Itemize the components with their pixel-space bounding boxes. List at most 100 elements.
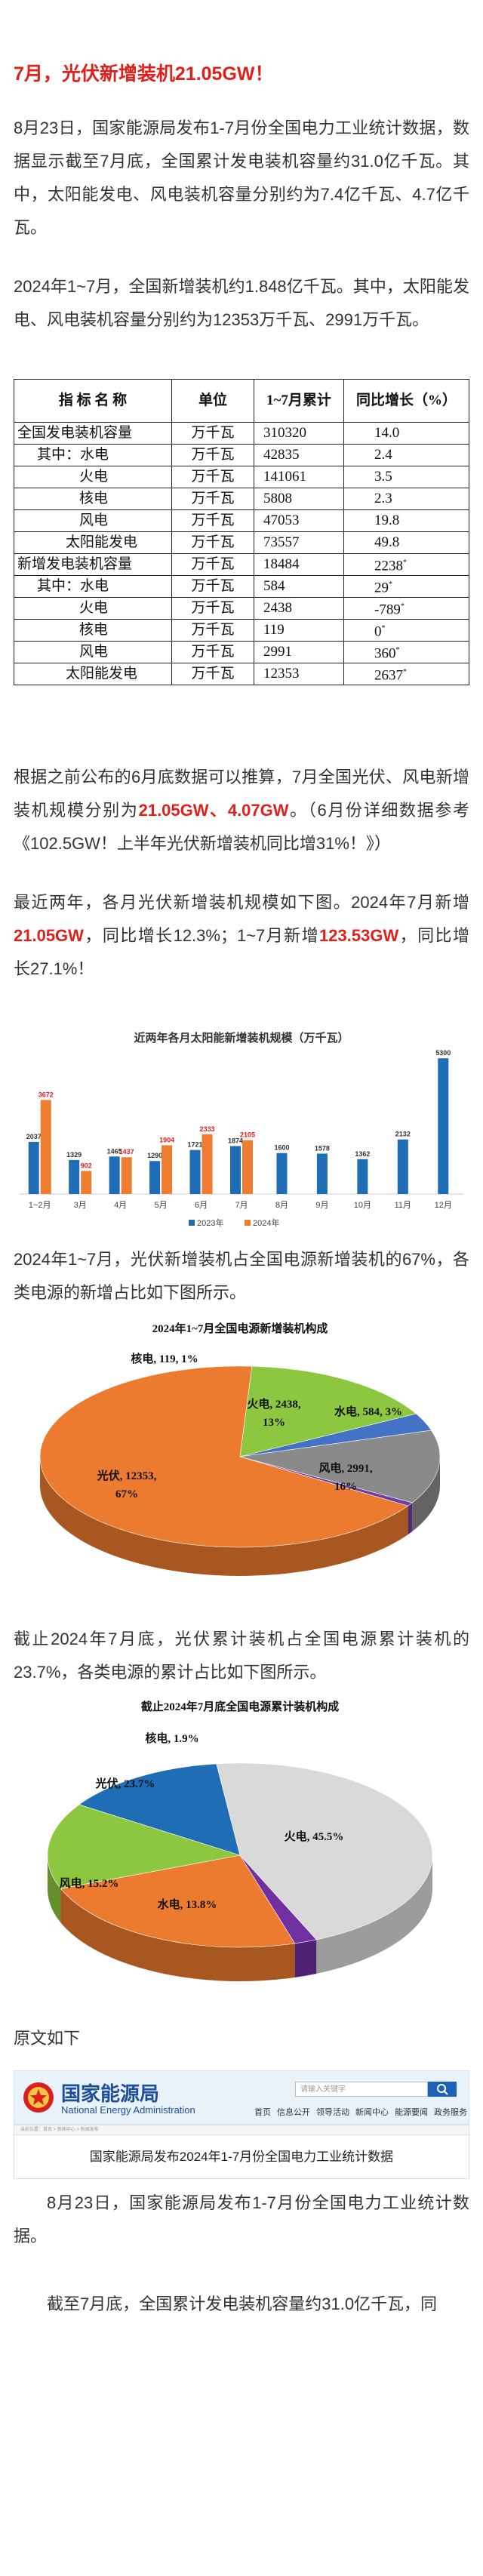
data-label: 1874 xyxy=(228,1137,243,1144)
pie-slice xyxy=(216,1762,433,1940)
paragraph-4: 最近两年，各月光伏新增装机规模如下图。2024年7月新增 21.05GW，同比增长… xyxy=(14,886,469,986)
slice-label: 水电, 13.8% xyxy=(158,1897,217,1911)
bar-2024 xyxy=(81,1171,92,1194)
footnote-mark: * xyxy=(389,580,392,589)
table-cell-growth: 2637* xyxy=(343,663,469,685)
table-row: 太阳能发电 万千瓦 12353 2637* xyxy=(14,663,469,685)
nav-item[interactable]: 政务服务 xyxy=(434,2108,467,2117)
table-row: 火电 万千瓦 141061 3.5 xyxy=(14,466,469,488)
table-cell-value: 12353 xyxy=(254,663,344,685)
nav-item[interactable]: 能源要闻 xyxy=(395,2108,428,2117)
table-cell-value: 141061 xyxy=(254,466,344,488)
footnote-mark: * xyxy=(400,602,405,611)
nav-item[interactable]: 新闻中心 xyxy=(355,2108,389,2117)
data-label: 1465 xyxy=(107,1147,122,1155)
bar-2024 xyxy=(162,1145,173,1194)
table-header-growth: 同比增长（%） xyxy=(343,379,469,423)
table-cell-name: 太阳能发电 xyxy=(14,531,172,554)
table-cell-name: 太阳能发电 xyxy=(14,663,172,685)
search-input[interactable]: 请输入关键字 xyxy=(295,2082,428,2097)
table-row: 核电 万千瓦 5808 2.3 xyxy=(14,488,469,510)
slice-label: 风电, 2991, 16% xyxy=(318,1461,373,1493)
table-cell-name: 核电 xyxy=(14,619,172,642)
pie-slice-side xyxy=(40,1457,408,1576)
category-label: 6月 xyxy=(195,1201,208,1210)
nea-nav: 首页 信息公开 领导活动 新闻中心 能源要闻 政务服务 xyxy=(254,2106,473,2118)
search-button[interactable] xyxy=(428,2082,457,2097)
table-cell-growth: 19.8 xyxy=(343,509,469,532)
data-label: 1578 xyxy=(315,1144,330,1152)
pie-slice xyxy=(239,1854,317,1944)
table-cell-growth: 360* xyxy=(343,641,469,663)
nea-name-cn: 国家能源局 xyxy=(61,2082,160,2105)
table-cell-value: 5808 xyxy=(254,488,344,510)
paragraph-4-mid: ，同比增长12.3%；1~7月新增 xyxy=(83,926,320,945)
table-cell-name: 火电 xyxy=(14,466,172,488)
table-cell-value: 47053 xyxy=(254,509,344,532)
table-cell-unit: 万千瓦 xyxy=(171,619,254,642)
table-cell-name: 火电 xyxy=(14,597,172,620)
table-header-name: 指 标 名 称 xyxy=(14,379,172,423)
table-cell-growth: 29* xyxy=(343,575,469,598)
table-cell-unit: 万千瓦 xyxy=(171,531,254,554)
table-row: 核电 万千瓦 119 0* xyxy=(14,619,469,642)
nav-item[interactable]: 领导活动 xyxy=(316,2108,349,2117)
breadcrumb: 当前位置：首页 > 新闻中心 > 新闻发布 xyxy=(20,2128,99,2132)
category-label: 12月 xyxy=(435,1201,452,1210)
data-label: 1904 xyxy=(159,1136,174,1143)
nav-item[interactable]: 首页 xyxy=(254,2108,271,2117)
bar-2023 xyxy=(316,1153,328,1194)
footnote-mark: * xyxy=(381,623,386,632)
bar-chart-svg: 近两年各月太阳能新增装机规模（万千瓦） 2037 3672 1~2月 1329 902 3月… xyxy=(20,1031,463,1228)
nea-article-header: 国家能源局发布2024年1-7月份全国电力工业统计数据 xyxy=(14,2135,469,2179)
bar-2024 xyxy=(40,1100,51,1194)
table-cell-unit: 万千瓦 xyxy=(171,422,254,445)
table-cell-value: 310320 xyxy=(254,422,344,445)
table-cell-value: 584 xyxy=(254,575,344,598)
bar-2023 xyxy=(438,1058,449,1194)
highlight-value: 123.53GW xyxy=(319,926,399,945)
pie-slice-side xyxy=(408,1502,413,1535)
nav-item[interactable]: 信息公开 xyxy=(277,2108,310,2117)
article-title: 7月，光伏新增装机21.05GW！ xyxy=(14,63,274,85)
table-cell-unit: 万千瓦 xyxy=(171,575,254,598)
paragraph-7: 原文如下 xyxy=(14,2029,81,2048)
bar-2023 xyxy=(28,1141,39,1194)
bar-2023 xyxy=(230,1146,241,1194)
table-cell-name: 核电 xyxy=(14,488,172,510)
data-label: 2105 xyxy=(240,1131,255,1139)
category-label: 5月 xyxy=(155,1201,168,1210)
table-cell-unit: 万千瓦 xyxy=(171,509,254,532)
pie-slice-side xyxy=(60,1888,295,1981)
paragraph-6: 截止2024年7月底，光伏累计装机占全国电源累计装机的23.7%，各类电源的累计… xyxy=(14,1630,469,1682)
bar-2024 xyxy=(121,1157,132,1194)
table-row: 风电 万千瓦 2991 360* xyxy=(14,641,469,663)
table-cell-growth: 3.5 xyxy=(343,466,469,488)
table-cell-unit: 万千瓦 xyxy=(171,488,254,510)
table-row: 新增发电装机容量 万千瓦 18484 2238* xyxy=(14,553,469,576)
table-cell-growth: 49.8 xyxy=(343,531,469,554)
bar-2023 xyxy=(69,1159,80,1194)
pie-slice xyxy=(60,1854,296,1948)
category-label: 10月 xyxy=(354,1201,371,1210)
slice-label: 火电, 2438, 13% xyxy=(247,1397,301,1429)
bar-2023 xyxy=(276,1153,288,1194)
slice-label: 核电, 1.9% xyxy=(145,1731,198,1745)
table-cell-name: 风电 xyxy=(14,509,172,532)
table-cell-name: 风电 xyxy=(14,641,172,663)
data-label: 5300 xyxy=(435,1049,451,1057)
chart-title: 截止2024年7月底全国电源累计装机构成 xyxy=(141,1700,340,1713)
category-label: 9月 xyxy=(315,1201,328,1210)
paragraph-2: 2024年1~7月，全国新增装机约1.848亿千瓦。其中，太阳能发电、风电装机容… xyxy=(14,277,469,329)
paragraph-3-tail: 。（6月份详细数据参考《102.5GW！上半年光伏新增装机同比增31%！》） xyxy=(14,801,469,853)
table-cell-value: 2438 xyxy=(254,597,344,620)
slice-label: 火电, 45.5% xyxy=(285,1830,344,1843)
footnote-mark: * xyxy=(403,558,407,567)
bar-2023 xyxy=(357,1159,368,1194)
data-label: 2333 xyxy=(200,1125,215,1133)
table-row: 其中：水电 万千瓦 42835 2.4 xyxy=(14,444,469,466)
table-cell-growth: 2.3 xyxy=(343,488,469,510)
table-cell-value: 18484 xyxy=(254,553,344,576)
table-row: 火电 万千瓦 2438 -789* xyxy=(14,597,469,620)
